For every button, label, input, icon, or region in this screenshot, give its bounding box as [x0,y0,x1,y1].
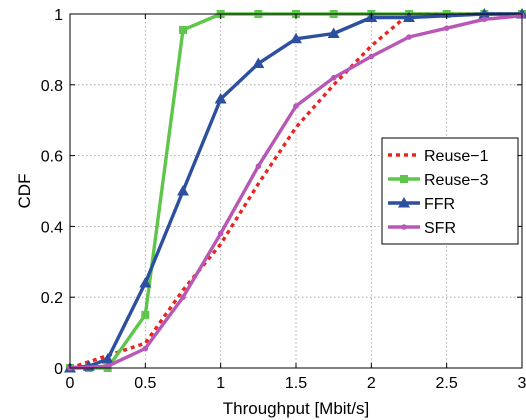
y-tick-label: 0.8 [41,78,63,95]
data-point-sfr [217,230,224,237]
y-tick-label: 1 [54,7,63,24]
data-point-sfr [180,294,186,301]
x-tick-label: 0.5 [134,375,156,392]
data-point-sfr [406,34,412,40]
y-tick-label: 0.6 [41,149,63,166]
data-point-sfr [293,103,299,109]
legend-label: Reuse−3 [424,172,489,189]
data-point-reuse-3 [141,310,150,319]
x-tick-label: 0 [66,375,75,392]
y-tick-label: 0 [54,361,63,378]
legend-item-ffr: FFR [388,196,455,213]
legend-marker [400,175,408,183]
legend-item-sfr: SFR [388,220,456,237]
legend-label: SFR [424,220,456,237]
legend-item-reuse-3: Reuse−3 [388,172,489,189]
data-point-ffr [214,92,227,104]
data-point-ffr [478,8,491,19]
data-point-ffr [101,353,114,364]
data-point-sfr [443,25,450,31]
data-point-sfr [481,16,488,23]
legend-label: FFR [424,196,455,213]
legend-marker [398,197,410,208]
data-point-ffr [252,57,265,69]
data-point-sfr [142,345,149,352]
legend-item-reuse-1: Reuse−1 [388,148,489,165]
y-tick-label: 0.2 [41,290,63,307]
data-point-ffr [403,11,415,23]
ticks: 0 0.5 1 1.5 2 2.5 3 0 0.2 0.4 0.6 0.8 1 [41,7,526,392]
x-tick-label: 2.5 [436,375,458,392]
data-point-sfr [255,163,262,170]
y-axis-label: CDF [15,174,34,209]
y-tick-label: 0.4 [41,219,63,236]
data-point-sfr [330,74,337,81]
data-point-ffr [139,277,152,288]
legend: Reuse−1 Reuse−3 FFR SFR [381,137,519,245]
data-point-ffr [177,185,189,196]
data-point-ffr [327,27,340,38]
data-point-reuse-3 [179,25,187,34]
x-axis-label: Throughput [Mbit/s] [223,399,369,418]
data-point-ffr [290,32,302,44]
data-point-sfr [368,53,375,60]
x-tick-label: 1.5 [285,375,307,392]
x-tick-label: 3 [518,375,526,392]
x-tick-label: 1 [216,375,225,392]
legend-marker [401,224,407,230]
x-tick-label: 2 [367,375,376,392]
legend-label: Reuse−1 [424,148,489,165]
